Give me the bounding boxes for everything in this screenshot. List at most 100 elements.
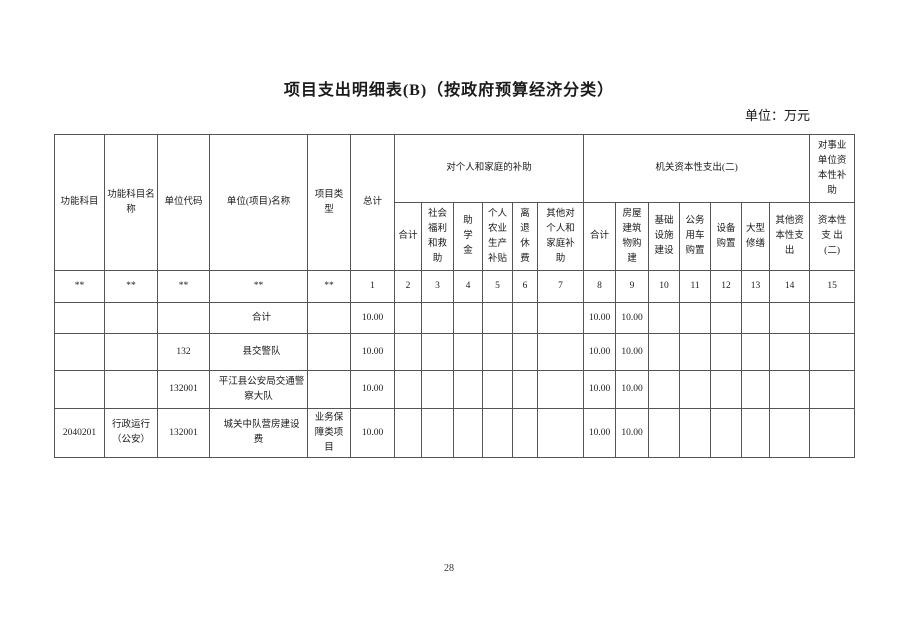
index-cell: 10 — [648, 270, 681, 303]
index-cell: 8 — [583, 270, 617, 303]
header-institution-capital-expenditure: 资本性 支 出 (二) — [809, 202, 856, 271]
data-cell — [679, 408, 712, 458]
data-cell: 10.00 — [615, 333, 650, 371]
data-cell — [104, 302, 158, 334]
data-cell: 10.00 — [350, 333, 395, 371]
data-cell-unit-name: 城关中队营房建设 费 — [209, 408, 308, 458]
header-func-name: 功能科目名 称 — [104, 134, 158, 271]
data-cell — [741, 370, 771, 409]
data-cell — [394, 333, 422, 371]
data-cell — [648, 408, 681, 458]
index-cell: 11 — [679, 270, 712, 303]
data-cell — [679, 302, 712, 334]
header-major-renovation: 大型 修缮 — [741, 202, 771, 271]
data-cell: 10.00 — [583, 333, 617, 371]
header-official-vehicle: 公务 用车 购置 — [679, 202, 712, 271]
data-cell — [648, 333, 681, 371]
data-cell: 132 — [157, 333, 210, 371]
data-cell — [104, 370, 158, 409]
header-other-capital: 其他资 本性支 出 — [769, 202, 811, 271]
data-cell: 10.00 — [615, 302, 650, 334]
data-cell — [453, 408, 483, 458]
index-cell: ** — [157, 270, 210, 303]
header-group-capital-expenditure: 机关资本性支出(二) — [583, 134, 811, 203]
header-capital-subtotal: 合计 — [583, 202, 617, 271]
index-cell: ** — [209, 270, 308, 303]
data-cell — [421, 302, 454, 334]
header-row-groups: 功能科目 功能科目名 称 单位代码 单位(项目)名称 项目类 型 总计 对个人和… — [54, 134, 856, 271]
data-cell — [54, 302, 105, 334]
expenditure-table: 功能科目 功能科目名 称 单位代码 单位(项目)名称 项目类 型 总计 对个人和… — [54, 134, 856, 458]
header-group-individual-family-subsidy: 对个人和家庭的补助 — [393, 134, 585, 203]
data-cell: 行政运行 （公安） — [104, 408, 158, 458]
data-cell — [769, 302, 811, 334]
header-row-subcolumns: 合计 社会 福利 和救 助 助 学 金 个人 农业 生产 补贴 离 退 休 费 … — [55, 202, 856, 271]
data-cell — [679, 333, 712, 371]
data-cell: 10.00 — [350, 408, 395, 458]
data-cell: 10.00 — [615, 408, 650, 458]
table-row: 132 县交警队 10.00 10.00 10.00 — [54, 333, 856, 371]
header-infrastructure: 基础 设施 建设 — [648, 202, 681, 271]
data-cell-project-type: 业务保 障类项 目 — [307, 408, 351, 458]
data-cell-project-type — [307, 333, 351, 371]
data-cell — [482, 370, 513, 409]
page-title: 项目支出明细表(B)（按政府预算经济分类） — [283, 82, 615, 99]
data-cell — [710, 408, 743, 458]
index-cell: ** — [104, 270, 158, 303]
data-cell — [769, 408, 811, 458]
data-cell — [512, 408, 538, 458]
header-total: 总计 — [350, 134, 395, 271]
data-cell — [769, 333, 811, 371]
data-cell — [394, 408, 422, 458]
data-cell — [710, 370, 743, 409]
header-agriculture-subsidy: 个人 农业 生产 补贴 — [482, 202, 513, 271]
index-cell: 4 — [453, 270, 483, 303]
header-scholarship: 助 学 金 — [453, 202, 483, 271]
data-cell — [512, 302, 538, 334]
data-cell: 10.00 — [583, 408, 617, 458]
unit-label: 单位：万元 — [744, 108, 810, 123]
data-cell — [482, 408, 513, 458]
header-equipment-purchase: 设备 购置 — [710, 202, 743, 271]
index-cell: 3 — [421, 270, 454, 303]
index-cell: ** — [307, 270, 351, 303]
data-cell — [394, 370, 422, 409]
data-cell — [809, 333, 856, 371]
table-row: 2040201 行政运行 （公安） 132001 城关中队营房建设 费 业务保 … — [54, 408, 856, 458]
data-cell — [809, 302, 856, 334]
data-cell-unit-name: 合计 — [209, 302, 308, 334]
data-cell — [482, 333, 513, 371]
index-cell: 7 — [536, 270, 585, 303]
data-cell-project-type — [307, 302, 351, 334]
data-cell: 2040201 — [54, 408, 105, 458]
data-cell — [741, 333, 771, 371]
data-cell — [421, 408, 454, 458]
header-unit-name: 单位(项目)名称 — [209, 134, 308, 271]
data-cell: 10.00 — [350, 370, 395, 409]
data-cell — [536, 333, 585, 371]
data-cell — [648, 370, 681, 409]
data-cell — [741, 408, 771, 458]
data-cell — [536, 302, 585, 334]
data-cell: 10.00 — [583, 302, 617, 334]
index-cell: 13 — [741, 270, 771, 303]
data-cell: 132001 — [157, 370, 210, 409]
index-cell: 14 — [769, 270, 811, 303]
header-group-institution-subsidy: 对事业 单位资 本性补 助 — [809, 134, 856, 203]
data-cell — [710, 333, 743, 371]
data-cell — [512, 333, 538, 371]
header-retirement-fee: 离 退 休 费 — [512, 202, 538, 271]
column-index-row: ** ** ** ** ** 1 2 3 4 5 6 7 8 9 10 11 1… — [54, 270, 856, 303]
data-cell: 10.00 — [615, 370, 650, 409]
index-cell: ** — [54, 270, 105, 303]
header-social-welfare: 社会 福利 和救 助 — [421, 202, 454, 271]
data-cell — [710, 302, 743, 334]
header-project-type: 项目类 型 — [307, 134, 351, 271]
data-cell — [482, 302, 513, 334]
index-cell: 15 — [809, 270, 856, 303]
data-cell — [648, 302, 681, 334]
index-cell: 6 — [512, 270, 538, 303]
data-cell — [453, 370, 483, 409]
data-cell — [54, 333, 105, 371]
data-cell — [157, 302, 210, 334]
